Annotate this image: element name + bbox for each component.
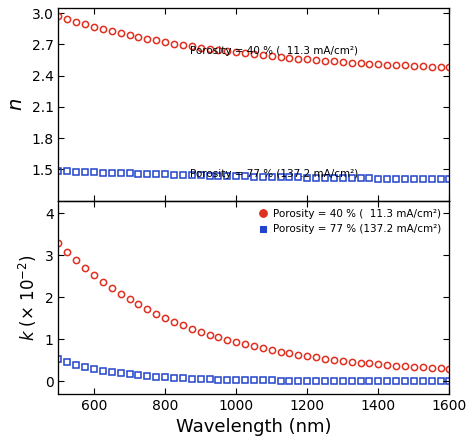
Y-axis label: $n$: $n$ bbox=[7, 98, 26, 111]
Text: Porosity = 77 % (137.2 mA/cm²): Porosity = 77 % (137.2 mA/cm²) bbox=[190, 169, 358, 179]
Legend: Porosity = 40 % (  11.3 mA/cm²), Porosity = 77 % (137.2 mA/cm²): Porosity = 40 % ( 11.3 mA/cm²), Porosity… bbox=[256, 206, 444, 237]
Text: Porosity = 40 % (  11.3 mA/cm²): Porosity = 40 % ( 11.3 mA/cm²) bbox=[190, 46, 358, 56]
X-axis label: Wavelength (nm): Wavelength (nm) bbox=[176, 418, 332, 436]
Y-axis label: $k$ ($\times$ 10$^{-2}$): $k$ ($\times$ 10$^{-2}$) bbox=[17, 254, 39, 341]
